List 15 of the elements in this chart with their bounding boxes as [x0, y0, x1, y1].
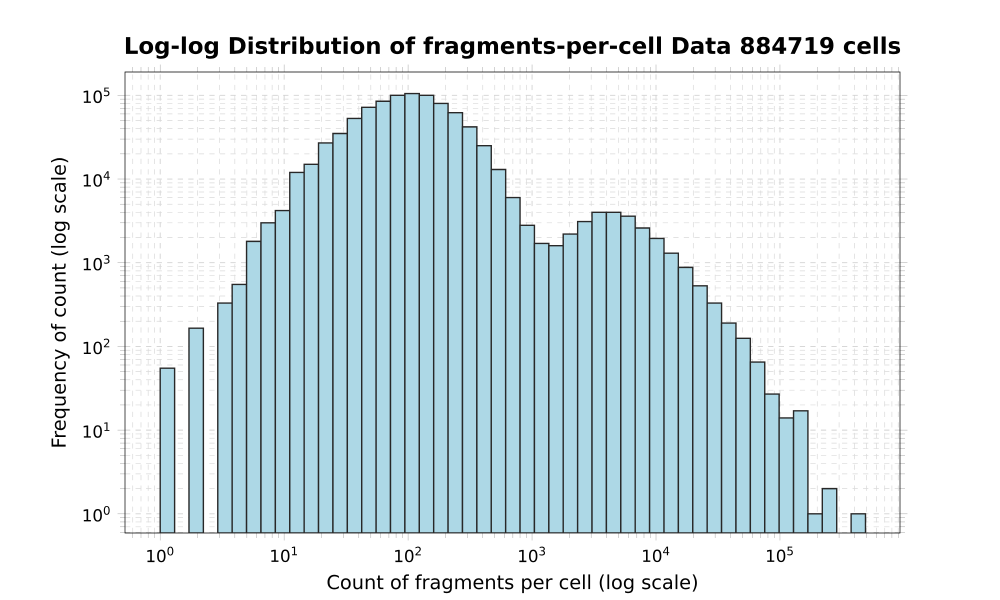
x-tick-label: 10$^{0}$	[147, 546, 174, 562]
x-tick-label: 10$^{1}$	[271, 546, 297, 562]
chart-title: Log-log Distribution of fragments-per-cell Data 884719 cells	[126, 36, 900, 59]
y-tick-label: 10$^{4}$	[84, 171, 110, 187]
y-axis-title: Frequency of count (log scale)	[50, 158, 70, 447]
x-tick-label: 10$^{4}$	[643, 546, 670, 562]
y-tick-label: 10$^{0}$	[84, 506, 110, 522]
y-tick-label: 10$^{5}$	[84, 88, 110, 104]
x-tick-label: 10$^{2}$	[395, 546, 421, 562]
x-axis-title: Count of fragments per cell (log scale)	[328, 574, 697, 594]
x-tick-label: 10$^{3}$	[519, 546, 546, 562]
x-tick-label: 10$^{5}$	[767, 546, 793, 562]
y-tick-label: 10$^{2}$	[84, 338, 110, 354]
y-tick-label: 10$^{1}$	[84, 422, 110, 438]
y-tick-label: 10$^{3}$	[84, 254, 110, 271]
